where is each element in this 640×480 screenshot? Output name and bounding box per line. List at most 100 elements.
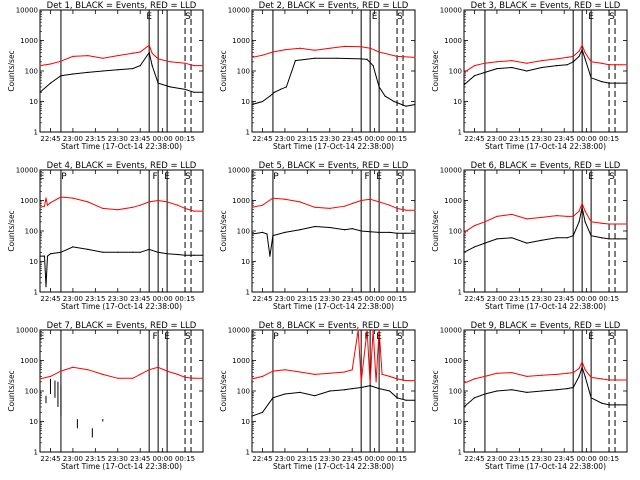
x-tick-label: 23:30 bbox=[108, 295, 128, 303]
x-tick-label: 00:15 bbox=[599, 295, 619, 303]
data-point-lld bbox=[572, 55, 574, 58]
data-point-lld bbox=[272, 370, 274, 372]
data-point-events bbox=[541, 390, 543, 392]
data-point-lld bbox=[526, 375, 528, 377]
data-point-lld bbox=[314, 373, 316, 375]
x-tick-label: 23:30 bbox=[532, 135, 552, 143]
x-tick-label: 23:00 bbox=[63, 295, 83, 303]
x-tick-label: 23:00 bbox=[487, 455, 507, 463]
data-point-lld bbox=[463, 71, 465, 73]
y-tick-label: 10 bbox=[453, 258, 462, 266]
x-tick-label: 23:00 bbox=[275, 455, 295, 463]
data-point-events bbox=[372, 65, 374, 67]
data-point-events bbox=[414, 103, 416, 106]
panel-2: Det 2, BLACK = Events, RED = LLD 1 10 100 10… bbox=[219, 1, 416, 151]
x-tick-label: 00:00 bbox=[153, 295, 173, 303]
data-point-events bbox=[608, 238, 610, 240]
data-point-lld bbox=[166, 370, 168, 372]
data-point-lld bbox=[132, 377, 134, 379]
marker-label: E bbox=[251, 332, 257, 342]
y-axis-label: Counts/sec bbox=[431, 50, 440, 91]
marker-label: P bbox=[61, 172, 67, 182]
data-point-events bbox=[378, 231, 380, 233]
data-point-events bbox=[344, 229, 346, 231]
panel-9: Det 9, BLACK = Events, RED = LLD 1 10 100 10… bbox=[431, 321, 628, 471]
x-tick-label: 00:00 bbox=[153, 455, 173, 463]
x-tick-label: 00:15 bbox=[387, 135, 407, 143]
data-point-lld bbox=[396, 378, 398, 380]
x-axis-label: Start Time (17-Oct-14 22:38:00) bbox=[273, 302, 394, 311]
data-point-lld bbox=[473, 225, 476, 227]
data-point-events bbox=[496, 390, 498, 392]
data-point-events bbox=[626, 404, 628, 406]
panel-4: Det 4, BLACK = Events, RED = LLD 1 10 100 10… bbox=[7, 161, 204, 311]
data-point-lld bbox=[49, 202, 52, 204]
x-tick-label: 00:00 bbox=[153, 135, 173, 143]
marker-label: E bbox=[164, 332, 170, 342]
data-point-events bbox=[572, 235, 574, 237]
data-point-lld bbox=[366, 329, 368, 331]
data-point-lld bbox=[378, 51, 380, 53]
x-tick-label: 23:30 bbox=[320, 135, 340, 143]
data-point-events bbox=[39, 91, 41, 93]
data-point-events bbox=[393, 100, 395, 103]
y-tick-label: 1000 bbox=[232, 357, 250, 365]
data-point-events bbox=[378, 86, 380, 88]
data-point-lld bbox=[572, 215, 574, 217]
y-tick-label: 10 bbox=[453, 98, 462, 106]
data-point-lld bbox=[102, 373, 104, 375]
x-tick-label: 00:15 bbox=[599, 135, 619, 143]
y-tick-label: 1 bbox=[34, 289, 38, 297]
data-point-lld bbox=[314, 49, 316, 51]
data-point-events bbox=[279, 88, 281, 90]
y-tick-label: 100 bbox=[449, 68, 462, 76]
data-point-events bbox=[360, 58, 362, 60]
data-point-lld bbox=[496, 61, 498, 63]
data-point-lld bbox=[329, 207, 331, 209]
y-tick-label: 10000 bbox=[16, 327, 38, 335]
data-point-lld bbox=[526, 62, 528, 64]
data-point-lld bbox=[72, 55, 74, 58]
data-point-events bbox=[299, 391, 301, 393]
x-tick-label: 22:45 bbox=[252, 455, 272, 463]
data-point-lld bbox=[581, 361, 583, 363]
y-tick-label: 100 bbox=[25, 388, 38, 396]
data-point-events bbox=[148, 52, 150, 54]
data-point-lld bbox=[414, 209, 416, 211]
data-point-lld bbox=[157, 199, 159, 202]
data-point-lld bbox=[49, 63, 52, 65]
data-point-lld bbox=[169, 61, 171, 63]
series-events-line bbox=[251, 57, 416, 107]
data-point-events bbox=[463, 84, 465, 86]
data-point-events bbox=[251, 103, 253, 106]
data-point-lld bbox=[556, 58, 558, 60]
data-point-events bbox=[261, 100, 264, 103]
y-axis-label: Counts/sec bbox=[431, 370, 440, 411]
y-tick-label: 100 bbox=[25, 228, 38, 236]
series-lld-line bbox=[39, 196, 203, 212]
data-point-events bbox=[617, 82, 619, 84]
x-tick-label: 22:45 bbox=[40, 295, 60, 303]
data-point-events bbox=[496, 238, 498, 240]
data-point-lld bbox=[45, 197, 47, 199]
y-axis-label: Counts/sec bbox=[7, 210, 16, 251]
data-point-lld bbox=[148, 369, 150, 371]
data-point-lld bbox=[608, 64, 610, 66]
data-point-lld bbox=[608, 379, 610, 381]
panel-title: Det 6, BLACK = Events, RED = LLD bbox=[471, 161, 621, 171]
data-point-events bbox=[314, 395, 316, 397]
y-tick-label: 1 bbox=[34, 449, 38, 457]
data-point-lld bbox=[184, 207, 186, 209]
data-point-events bbox=[102, 70, 104, 72]
y-tick-label: 1 bbox=[246, 289, 250, 297]
marker-label: S bbox=[609, 332, 615, 342]
y-tick-label: 1 bbox=[458, 289, 462, 297]
data-point-lld bbox=[414, 56, 416, 59]
data-point-events bbox=[299, 229, 301, 231]
marker-label: P bbox=[273, 332, 279, 342]
marker-label: E bbox=[372, 12, 378, 22]
data-point-lld bbox=[608, 223, 610, 225]
panel-7: Det 7, BLACK = Events, RED = LLD 1 10 100 10… bbox=[7, 321, 204, 471]
y-tick-label: 100 bbox=[25, 68, 38, 76]
data-point-lld bbox=[541, 216, 543, 218]
